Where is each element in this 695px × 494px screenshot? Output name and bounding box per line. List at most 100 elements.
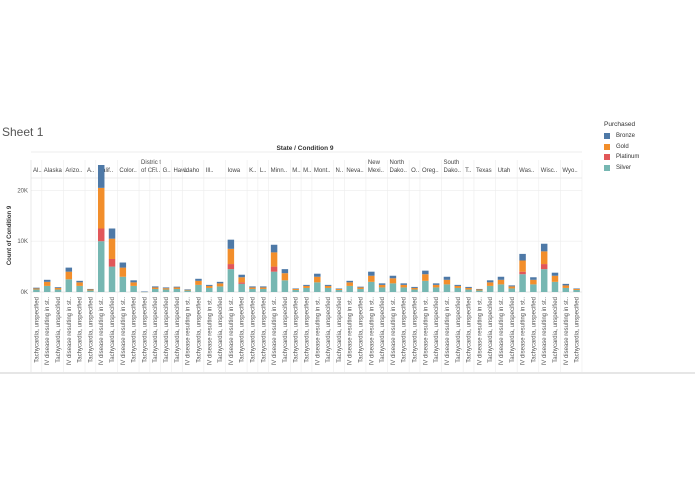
bar-segment-gold [508,286,516,289]
bar-segment-bronze [573,288,580,289]
state-header-line: Ill.. [206,168,214,174]
y-tick-label: 0K [21,290,28,296]
legend-label-gold: Gold [616,143,629,150]
bar-segment-bronze [303,284,310,286]
bar-segment-silver [324,287,332,292]
bar-segment-silver [195,284,202,292]
state-header-line: Utah [498,168,511,174]
category-label: IV disease resulting in st.. [348,297,354,366]
bar-segment-bronze [152,286,159,288]
category-label: IV disease resulting in st.. [315,297,321,366]
bar-segment-gold [281,273,289,281]
bar-segment-silver [368,281,375,292]
bar-segment-bronze [65,267,73,272]
category-label: Tachycardia, unspecified [510,297,516,363]
category-label: IV disease resulting in st.. [99,297,105,366]
bar-segment-platinum [540,264,548,270]
bar-segment-gold [162,288,170,290]
bar-segment-silver [238,283,245,292]
state-header-line: Minn.. [271,168,288,174]
bar-segment-gold [465,287,472,290]
bar-segment-silver [54,289,62,292]
category-label: Tachycardia, unspecified [553,297,559,363]
state-header-label: L.. [260,168,267,174]
bar-segment-gold [292,288,299,290]
category-label: IV disease resulting in st.. [445,297,451,366]
category-label: IV disease resulting in st.. [521,297,527,366]
bar-segment-bronze [33,287,40,289]
legend-item-gold[interactable]: Gold [604,142,639,153]
state-header-label: G.. [163,168,171,174]
bar-segment-bronze [346,280,353,283]
bar-segment-gold [303,285,310,288]
state-header-line: New [368,160,381,166]
bar-segment-platinum [227,264,235,270]
bar-segment-bronze [400,283,407,285]
bar-segment-platinum [519,271,526,275]
category-label: IV disease resulting in st.. [121,297,127,366]
bar-segment-silver [465,289,472,292]
bar-segment-silver [432,287,440,292]
category-label: Tachycardia, unspecified [164,297,170,363]
legend-item-platinum[interactable]: Platinum [604,152,639,163]
state-header-line: Alaska [44,168,63,174]
state-header-line: Al.. [33,168,42,174]
bar-segment-gold [335,288,343,290]
bar-segment-gold [530,279,537,285]
state-header-line: Was.. [519,168,534,174]
state-header-label: Al.. [33,168,42,174]
category-label: Tachycardia, unspecified [78,297,84,363]
state-header-line: of C.. [141,168,156,174]
view-bottom-border [0,372,695,374]
bar-segment-bronze [497,276,505,280]
bar-segment-silver [292,289,299,292]
legend-item-bronze[interactable]: Bronze [604,131,639,142]
bar-segment-silver [108,266,116,292]
bar-segment-gold [357,287,364,289]
state-header-line: Oreg.. [422,168,439,174]
category-label: Tachycardia, unspecified [294,297,300,363]
bar-segment-gold [65,271,73,280]
state-header-label: Wisc.. [541,168,558,174]
bar-segment-bronze [87,288,94,290]
state-header-line: South [444,160,460,166]
bar-segment-silver [519,274,526,292]
state-header-line: K.. [249,168,257,174]
bar-segment-bronze [378,283,386,285]
legend-item-silver[interactable]: Silver [604,163,639,174]
bar-segment-silver [152,288,159,292]
bar-segment-bronze [260,286,267,288]
bar-segment-silver [357,288,364,292]
bar-segment-gold [33,288,40,290]
state-header-line: M.. [292,168,301,174]
bar-segment-silver [43,285,51,292]
bar-segment-platinum [238,282,245,284]
state-header-label: Texas [476,168,492,174]
category-label: Tachycardia, unspecified [305,297,311,363]
state-header-label: Oreg.. [422,168,439,174]
state-header-label: Utah [498,168,511,174]
state-header-line: Dako.. [444,168,462,174]
bar-segment-silver [119,276,127,292]
bar-segment-bronze [411,286,418,288]
bar-segment-silver [281,280,289,292]
bar-segment-bronze [184,289,191,290]
bar-segment-gold [260,287,267,289]
y-axis-label: Count of Condition 9 [7,205,13,265]
bar-segment-gold [519,260,526,272]
bar-segment-bronze [335,288,343,289]
category-label: IV disease resulting in st.. [369,297,375,366]
bar-segment-gold [346,282,353,286]
bar-segment-platinum [270,266,278,272]
bar-segment-gold [368,275,375,282]
bar-segment-gold [130,282,137,286]
state-header-label: N.. [336,168,344,174]
bar-segment-bronze [292,288,299,289]
y-tick-label: 20K [17,188,28,194]
bar-segment-gold [562,285,570,288]
state-header-label: Wyo.. [562,168,578,174]
bar-segment-gold [173,287,181,289]
category-label: IV disease resulting in st.. [499,297,505,366]
category-label: Tachycardia, unspecified [56,297,62,363]
bar-segment-silver [173,288,181,292]
